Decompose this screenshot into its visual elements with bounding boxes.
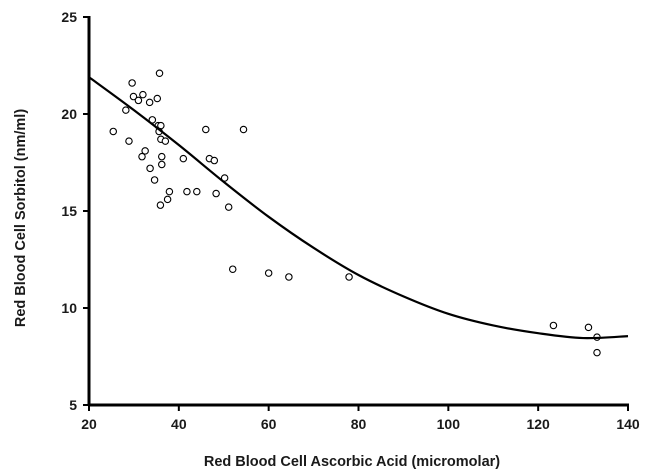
y-tick-label: 20 xyxy=(61,106,77,122)
data-point xyxy=(153,94,162,103)
data-point xyxy=(129,92,138,101)
y-tick-label: 25 xyxy=(61,9,77,25)
data-point xyxy=(345,273,353,281)
data-point xyxy=(158,160,166,169)
y-tick-label: 15 xyxy=(61,203,77,219)
x-tick-label: 60 xyxy=(261,416,277,432)
data-point xyxy=(134,96,143,105)
x-axis-title: Red Blood Cell Ascorbic Acid (micromolar… xyxy=(204,454,500,470)
data-point xyxy=(264,269,273,277)
data-point xyxy=(155,69,164,78)
data-point xyxy=(128,79,136,87)
axes xyxy=(87,16,629,407)
data-point xyxy=(239,125,248,134)
data-point xyxy=(156,201,165,209)
fit-curve xyxy=(88,76,629,340)
data-point xyxy=(165,187,174,196)
data-point xyxy=(125,137,133,145)
x-tick-label: 20 xyxy=(81,416,97,432)
data-point xyxy=(212,189,220,198)
x-tick-label: 40 xyxy=(171,416,187,432)
data-point xyxy=(138,152,146,161)
data-point xyxy=(146,164,154,173)
x-tick-label: 120 xyxy=(526,416,550,432)
x-axis-ticks: 20 40 60 80 100 120 140 xyxy=(81,405,640,432)
data-point xyxy=(228,265,237,273)
data-point xyxy=(584,323,593,332)
data-point xyxy=(285,273,293,281)
data-point xyxy=(202,125,210,134)
data-point xyxy=(158,152,166,161)
data-point xyxy=(179,154,188,163)
x-tick-label: 140 xyxy=(616,416,640,432)
data-point xyxy=(163,195,172,204)
data-point xyxy=(549,321,558,330)
data-point xyxy=(593,348,601,357)
data-point xyxy=(141,147,149,155)
y-tick-label: 5 xyxy=(69,397,77,413)
data-point xyxy=(109,127,118,136)
y-axis-ticks: 5 10 15 20 25 xyxy=(61,9,89,413)
data-point xyxy=(193,187,201,196)
data-point xyxy=(150,176,159,184)
data-point xyxy=(145,98,154,107)
x-tick-label: 100 xyxy=(437,416,461,432)
y-axis-title: Red Blood Cell Sorbitol (nm/ml) xyxy=(13,109,29,327)
data-point xyxy=(224,203,233,211)
data-point xyxy=(139,90,147,99)
data-point xyxy=(183,187,191,196)
x-tick-label: 80 xyxy=(351,416,367,432)
data-points xyxy=(109,69,601,357)
data-point xyxy=(210,156,219,165)
data-point xyxy=(161,137,170,145)
y-tick-label: 10 xyxy=(61,300,77,316)
data-point xyxy=(122,106,130,114)
